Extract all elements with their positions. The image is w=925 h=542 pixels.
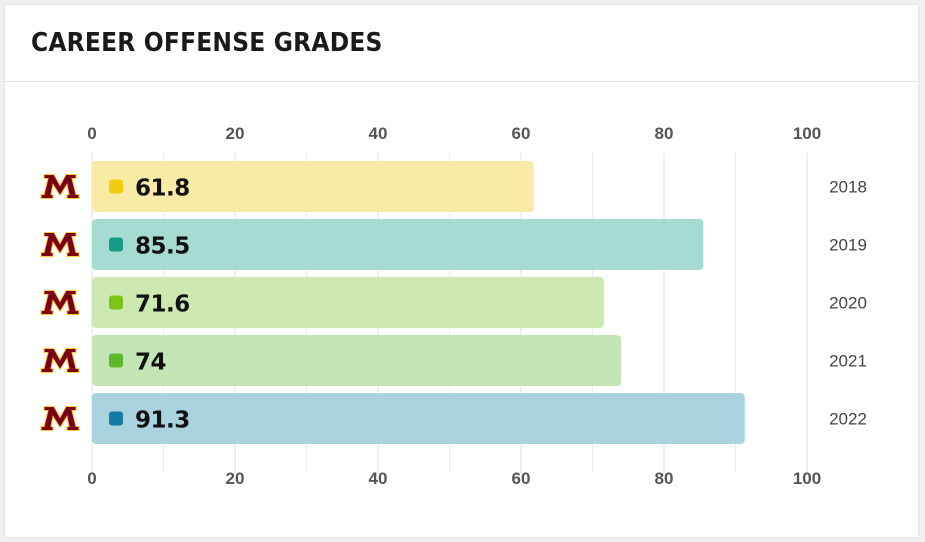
year-label: 2022 — [829, 410, 867, 429]
bar-value-label: 71.6 — [135, 292, 190, 318]
bar-value-label: 61.8 — [135, 176, 190, 202]
bar-2021 — [92, 335, 622, 386]
team-logo-icon — [40, 174, 80, 199]
bar-marker-dot — [109, 237, 123, 252]
bar-value-label: 91.3 — [135, 408, 190, 434]
team-logo-icon — [40, 406, 80, 431]
bar-marker-dot — [109, 411, 123, 426]
team-logo-icon — [40, 348, 80, 373]
x-tick-label-bottom: 40 — [369, 469, 388, 488]
x-tick-label-top: 20 — [226, 124, 245, 143]
bar-2022 — [92, 393, 745, 444]
bar-2019 — [92, 219, 704, 270]
year-label: 2018 — [829, 178, 867, 197]
year-label: 2021 — [829, 352, 867, 371]
chart-card: CAREER OFFENSE GRADES 0 0 20 20 40 40 60 60 80 80… — [5, 5, 918, 537]
year-label: 2019 — [829, 236, 867, 255]
bar-marker-dot — [109, 179, 123, 194]
bar-2020 — [92, 277, 604, 328]
card-header: CAREER OFFENSE GRADES — [5, 5, 918, 82]
x-tick-label-top: 40 — [369, 124, 388, 143]
x-tick-label-bottom: 60 — [512, 469, 531, 488]
card-title: CAREER OFFENSE GRADES — [31, 28, 383, 58]
bar-2018 — [92, 161, 534, 212]
team-logo-icon — [40, 232, 80, 257]
bar-value-label: 85.5 — [135, 234, 190, 260]
team-logo-icon — [40, 290, 80, 315]
x-tick-label-top: 80 — [655, 124, 674, 143]
x-tick-label-top: 0 — [87, 124, 96, 143]
year-label: 2020 — [829, 294, 867, 313]
x-tick-label-bottom: 80 — [655, 469, 674, 488]
x-tick-label-bottom: 100 — [793, 469, 821, 488]
x-tick-label-bottom: 0 — [87, 469, 96, 488]
bar-marker-dot — [109, 353, 123, 368]
bar-marker-dot — [109, 295, 123, 310]
x-tick-label-top: 60 — [512, 124, 531, 143]
bar-value-label: 74 — [135, 350, 166, 376]
x-tick-label-top: 100 — [793, 124, 821, 143]
x-tick-label-bottom: 20 — [226, 469, 245, 488]
